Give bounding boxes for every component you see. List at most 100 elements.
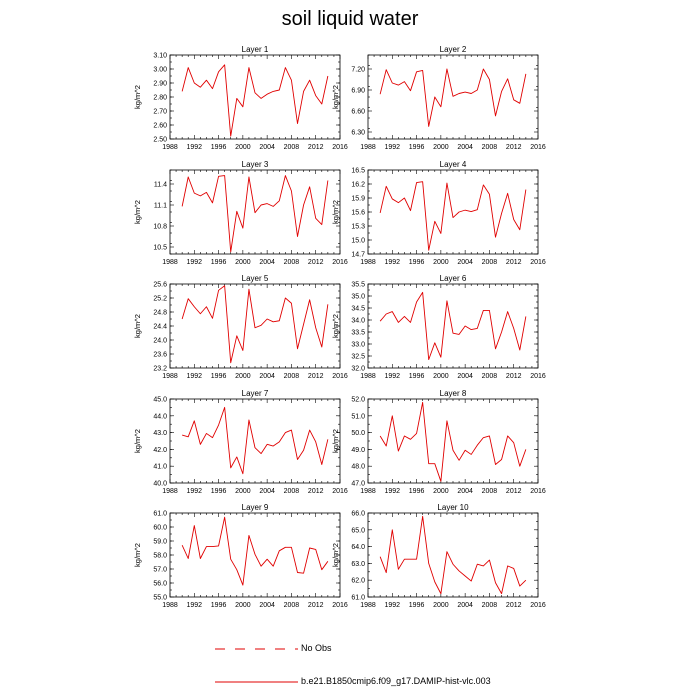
y-tick-label: 61.0 [351,595,365,602]
x-tick-label: 1996 [211,259,227,266]
x-tick-label: 2000 [235,259,251,266]
x-tick-label: 2016 [332,259,348,266]
y-tick-label: 32.5 [351,354,365,361]
y-tick-label: 24.0 [153,338,167,345]
y-axis-label: kg/m^2 [133,314,142,338]
y-tick-label: 62.0 [351,578,365,585]
y-tick-label: 2.90 [153,81,167,88]
y-tick-label: 45.0 [153,397,167,404]
y-axis-label: kg/m^2 [331,85,340,109]
chart-panel-10: Layer 10 1988 1992 1996 2000 2004 2008 2012 2016… [331,503,546,609]
x-tick-label: 2008 [284,488,300,495]
x-tick-label: 2004 [457,602,473,609]
y-tick-label: 14.7 [351,252,365,259]
x-tick-label: 2008 [482,488,498,495]
y-tick-label: 6.90 [351,88,365,95]
panel-title: Layer 3 [242,160,269,169]
x-tick-label: 2008 [482,144,498,151]
series-line-1 [379,181,527,251]
x-tick-label: 2000 [235,144,251,151]
y-tick-label: 16.2 [351,182,365,189]
y-tick-label: 11.4 [154,182,167,189]
x-tick-label: 1992 [384,488,400,495]
x-tick-label: 2000 [433,602,449,609]
x-tick-label: 2000 [433,488,449,495]
y-tick-label: 33.5 [351,330,365,337]
panel-title: Layer 2 [440,45,467,54]
x-tick-label: 2016 [332,602,348,609]
y-tick-label: 34.5 [351,306,365,313]
y-tick-label: 32.0 [351,366,365,373]
panel-title: Layer 4 [440,160,467,169]
y-tick-label: 15.9 [351,196,365,203]
x-tick-label: 1988 [360,602,376,609]
plot-frame [169,398,341,484]
y-tick-label: 15.0 [351,238,365,245]
y-tick-label: 44.0 [153,413,167,420]
y-tick-label: 57.0 [153,567,167,574]
x-tick-label: 2012 [308,488,324,495]
y-axis-label: kg/m^2 [133,429,142,453]
x-tick-label: 1988 [360,488,376,495]
y-tick-label: 10.5 [153,245,167,252]
x-tick-label: 1996 [409,488,425,495]
x-tick-label: 1992 [186,373,202,380]
x-tick-label: 2000 [235,602,251,609]
x-tick-label: 1992 [186,488,202,495]
y-tick-label: 35.5 [351,282,365,289]
x-tick-label: 2000 [235,488,251,495]
y-tick-label: 48.0 [351,464,365,471]
series-line-1 [182,406,329,475]
x-tick-label: 2004 [457,259,473,266]
y-tick-label: 16.5 [351,168,365,175]
x-tick-label: 1988 [162,259,178,266]
x-tick-label: 2000 [235,373,251,380]
x-tick-label: 2012 [308,602,324,609]
x-tick-label: 2016 [332,373,348,380]
y-tick-label: 60.0 [153,525,167,532]
y-tick-label: 25.6 [153,282,167,289]
y-tick-label: 33.0 [351,342,365,349]
panel-title: Layer 7 [242,389,269,398]
y-tick-label: 3.00 [153,67,167,74]
x-tick-label: 1988 [162,144,178,151]
plot-frame [169,54,341,140]
x-tick-label: 1996 [409,373,425,380]
x-tick-label: 2000 [433,259,449,266]
x-tick-label: 1996 [409,259,425,266]
x-tick-label: 2004 [259,602,275,609]
y-tick-label: 23.2 [153,366,167,373]
x-tick-label: 2004 [457,373,473,380]
y-axis-label: kg/m^2 [331,429,340,453]
x-tick-label: 2004 [457,488,473,495]
y-axis-label: kg/m^2 [331,543,340,567]
y-tick-label: 42.0 [153,447,167,454]
y-axis-label: kg/m^2 [133,200,142,224]
x-tick-label: 1992 [186,259,202,266]
panel-title: Layer 8 [440,389,467,398]
y-tick-label: 66.0 [351,511,365,518]
y-axis-label: kg/m^2 [331,200,340,224]
y-tick-label: 41.0 [153,464,167,471]
x-tick-label: 1992 [384,259,400,266]
x-tick-label: 2004 [259,488,275,495]
legend-model-label: b.e21.B1850cmip6.f09_g17.DAMIP-hist-vlc.… [301,676,491,686]
y-tick-label: 25.2 [153,296,167,303]
series-line-1 [379,401,527,482]
y-axis-label: kg/m^2 [331,314,340,338]
y-tick-label: 51.0 [351,413,365,420]
series-line-1 [379,68,527,127]
y-tick-label: 10.8 [153,224,167,231]
x-tick-label: 2012 [506,373,522,380]
chart-panel-3: Layer 3 1988 1992 1996 2000 2004 2008 2012 2016 1… [133,160,348,266]
x-tick-label: 1988 [162,373,178,380]
page-title: soil liquid water [281,8,419,30]
panel-title: Layer 6 [440,274,467,283]
x-tick-label: 2016 [332,144,348,151]
y-tick-label: 59.0 [153,539,167,546]
x-tick-label: 2008 [482,602,498,609]
